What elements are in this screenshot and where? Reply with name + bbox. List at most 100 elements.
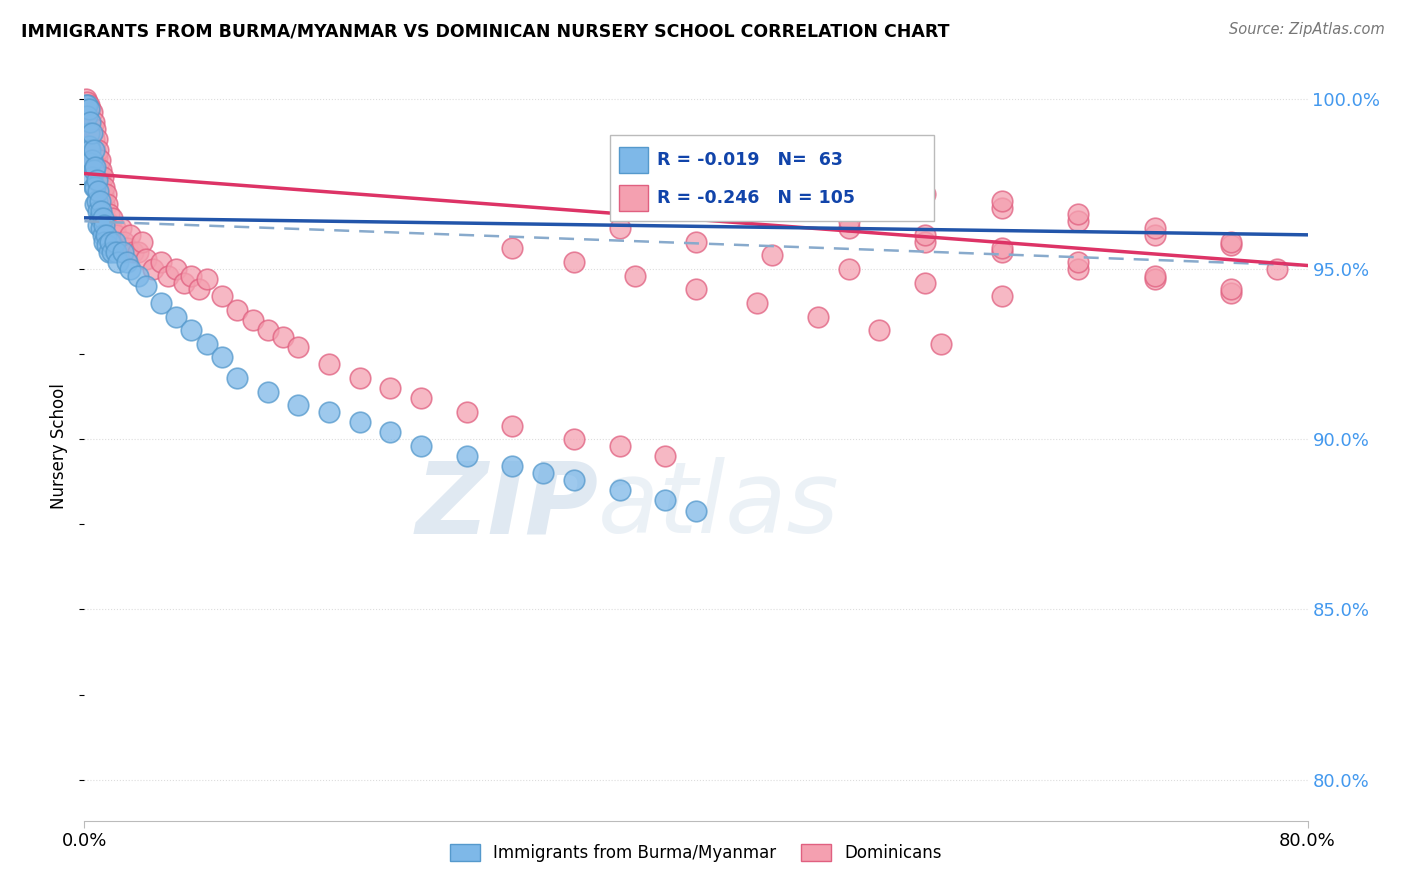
Point (173, 276, 195, 290)
Point (1143, 268, 1166, 283)
Point (991, 194, 1014, 208)
Point (409, 392, 432, 406)
Point (1067, 261, 1090, 276)
Text: R = -0.019   N=  63: R = -0.019 N= 63 (657, 151, 842, 169)
Point (747, 296, 769, 310)
Point (1143, 227, 1166, 242)
Point (991, 201, 1014, 215)
FancyBboxPatch shape (619, 186, 648, 211)
Point (84, 122, 107, 136)
Point (87, 160, 110, 174)
Point (89, 194, 111, 208)
Point (807, 310, 830, 324)
Point (86, 173, 108, 187)
Point (101, 211, 124, 225)
Point (97, 207, 120, 221)
Point (107, 255, 129, 269)
Point (98, 235, 121, 249)
Point (86, 149, 108, 163)
Point (685, 282, 707, 296)
Point (77, 126, 100, 140)
Point (242, 313, 264, 327)
Point (80, 122, 103, 136)
Point (83, 132, 105, 146)
Point (562, 473, 585, 487)
Point (654, 449, 676, 463)
Point (838, 221, 860, 235)
Point (838, 214, 860, 228)
Point (79, 156, 101, 170)
Text: Source: ZipAtlas.com: Source: ZipAtlas.com (1229, 22, 1385, 37)
Point (318, 405, 340, 419)
Point (80, 153, 103, 167)
Point (157, 268, 180, 283)
Point (914, 235, 936, 249)
Point (685, 235, 707, 249)
Point (89, 211, 111, 225)
Point (96, 238, 118, 252)
FancyBboxPatch shape (619, 147, 648, 173)
Point (115, 242, 138, 256)
Legend: Immigrants from Burma/Myanmar, Dominicans: Immigrants from Burma/Myanmar, Dominican… (443, 837, 949, 869)
Point (101, 244, 124, 259)
Point (318, 357, 340, 371)
Point (562, 255, 585, 269)
Point (226, 371, 249, 385)
Point (97, 244, 120, 259)
Point (77, 139, 100, 153)
Point (685, 504, 707, 518)
Point (716, 186, 738, 201)
Point (654, 493, 676, 508)
Point (838, 173, 860, 187)
Point (226, 302, 249, 317)
Point (1143, 221, 1166, 235)
Point (1220, 238, 1243, 252)
Point (110, 221, 132, 235)
Point (76, 109, 98, 123)
Point (914, 227, 936, 242)
Point (93, 180, 115, 194)
Point (79, 143, 101, 157)
Point (929, 336, 952, 351)
Point (86, 194, 108, 208)
Point (1143, 272, 1166, 286)
Point (869, 323, 891, 337)
Point (98, 218, 121, 232)
Point (89, 169, 111, 184)
Point (93, 218, 115, 232)
Point (1220, 235, 1243, 249)
Point (991, 289, 1014, 303)
Point (83, 115, 105, 129)
Point (94, 186, 117, 201)
Point (135, 252, 157, 266)
Point (75, 98, 97, 112)
Point (914, 186, 936, 201)
Point (84, 180, 107, 194)
Point (91, 186, 114, 201)
Point (80, 169, 103, 184)
Point (84, 160, 107, 174)
Point (86, 132, 108, 146)
Point (761, 201, 783, 215)
Point (79, 115, 101, 129)
Point (105, 227, 128, 242)
Point (90, 221, 112, 235)
Point (87, 143, 110, 157)
Text: IMMIGRANTS FROM BURMA/MYANMAR VS DOMINICAN NURSERY SCHOOL CORRELATION CHART: IMMIGRANTS FROM BURMA/MYANMAR VS DOMINIC… (21, 22, 949, 40)
Point (165, 310, 187, 324)
Point (93, 197, 115, 211)
Point (131, 235, 153, 249)
Point (120, 227, 142, 242)
Point (120, 261, 142, 276)
Point (562, 432, 585, 446)
Point (188, 282, 211, 296)
Point (83, 163, 105, 178)
Text: ZIP: ZIP (415, 458, 598, 555)
Point (122, 244, 145, 259)
Point (89, 153, 111, 167)
Point (1220, 282, 1243, 296)
Point (685, 177, 707, 191)
Point (80, 105, 103, 120)
Text: atlas: atlas (598, 458, 839, 555)
Point (127, 244, 149, 259)
